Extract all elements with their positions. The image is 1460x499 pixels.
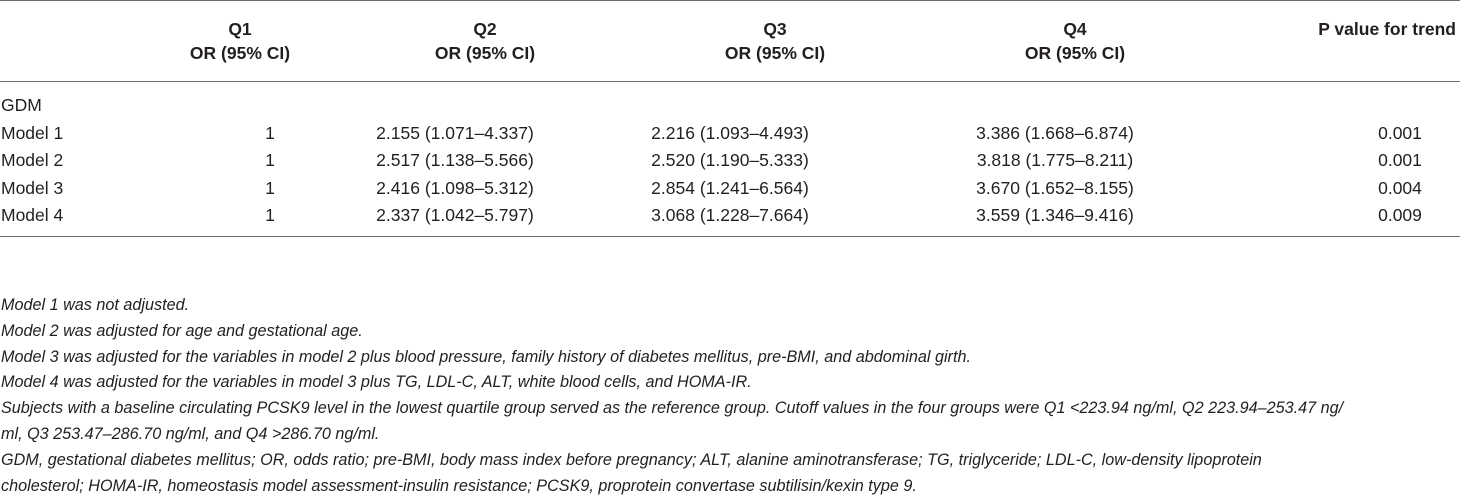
row-q4-value: 3.670 (1.652–8.155) <box>976 177 1134 198</box>
header-q2-title: Q2 <box>340 0 630 40</box>
header-q2-subtitle: OR (95% CI) <box>340 40 630 82</box>
footnote-abbreviations: GDM, gestational diabetes mellitus; OR, … <box>1 450 1262 469</box>
row-p-value: 0.009 <box>1230 202 1460 237</box>
table-footnotes: Model 1 was not adjusted. Model 2 was ad… <box>0 293 1460 499</box>
row-q3-value: 2.520 (1.190–5.333) <box>651 150 809 170</box>
row-q1-value: 1 <box>265 177 275 198</box>
row-q4-value: 3.559 (1.346–9.416) <box>920 202 1230 237</box>
results-table-container: Q1 Q2 Q3 Q4 P value for trend OR (95% CI… <box>0 0 1460 237</box>
header-q3-title: Q3 <box>630 0 920 40</box>
table-row: Model 3 1 2.416 (1.098–5.312) 2.854 (1.2… <box>0 175 1460 203</box>
table-row: Model 2 1 2.517 (1.138–5.566) 2.520 (1.1… <box>0 147 1460 175</box>
row-q3-value: 3.068 (1.228–7.664) <box>630 202 920 237</box>
row-q1-value: 1 <box>265 150 275 170</box>
footnote-model-1: Model 1 was not adjusted. <box>1 296 190 314</box>
footnote-model-3: Model 3 was adjusted for the variables i… <box>1 347 971 366</box>
row-q4-value: 3.818 (1.775–8.211) <box>976 150 1134 170</box>
row-model-label: Model 2 <box>1 150 64 170</box>
row-model-label: Model 3 <box>1 177 64 198</box>
row-p-value: 0.004 <box>1378 177 1422 198</box>
row-q2-value: 2.517 (1.138–5.566) <box>376 150 534 170</box>
header-label-cell-2 <box>0 40 140 82</box>
header-q1-subtitle: OR (95% CI) <box>140 40 340 82</box>
row-q2-value: 2.416 (1.098–5.312) <box>376 177 534 198</box>
header-p-trend-2 <box>1230 40 1460 82</box>
table-body: GDM Model 1 1 2.155 (1.071–4.337) 2.216 … <box>0 82 1460 237</box>
table-header: Q1 Q2 Q3 Q4 P value for trend OR (95% CI… <box>0 0 1460 82</box>
footnote-reference-group: Subjects with a baseline circulating PCS… <box>1 399 1344 418</box>
row-model-label: Model 4 <box>0 202 140 237</box>
header-q3-subtitle: OR (95% CI) <box>630 40 920 82</box>
footnote-reference-group-cont: ml, Q3 253.47–286.70 ng/ml, and Q4 >286.… <box>1 424 380 443</box>
footnote-abbreviations-cont: cholesterol; HOMA-IR, homeostasis model … <box>1 476 917 495</box>
footnote-model-4: Model 4 was adjusted for the variables i… <box>1 373 752 392</box>
header-q1-title: Q1 <box>140 0 340 40</box>
group-label-gdm: GDM <box>1 95 42 115</box>
table-row: Model 4 1 2.337 (1.042–5.797) 3.068 (1.2… <box>0 202 1460 237</box>
row-q4-value: 3.386 (1.668–6.874) <box>976 122 1134 143</box>
header-q4-subtitle: OR (95% CI) <box>920 40 1230 82</box>
row-q2-value: 2.155 (1.071–4.337) <box>376 122 534 143</box>
row-q1-value: 1 <box>140 202 340 237</box>
row-p-value: 0.001 <box>1378 122 1422 143</box>
footnote-model-2: Model 2 was adjusted for age and gestati… <box>1 321 363 340</box>
table-row: Model 1 1 2.155 (1.071–4.337) 2.216 (1.0… <box>0 120 1460 148</box>
row-q2-value: 2.337 (1.042–5.797) <box>340 202 630 237</box>
header-p-trend: P value for trend <box>1230 0 1460 40</box>
row-model-label: Model 1 <box>1 122 64 143</box>
row-q3-value: 2.216 (1.093–4.493) <box>651 122 809 143</box>
header-q4-title: Q4 <box>920 0 1230 40</box>
header-label-cell <box>0 0 140 40</box>
or-results-table: Q1 Q2 Q3 Q4 P value for trend OR (95% CI… <box>0 0 1460 237</box>
row-p-value: 0.001 <box>1378 150 1422 170</box>
row-q1-value: 1 <box>265 122 275 143</box>
group-row: GDM <box>0 82 1460 120</box>
row-q3-value: 2.854 (1.241–6.564) <box>651 177 809 198</box>
